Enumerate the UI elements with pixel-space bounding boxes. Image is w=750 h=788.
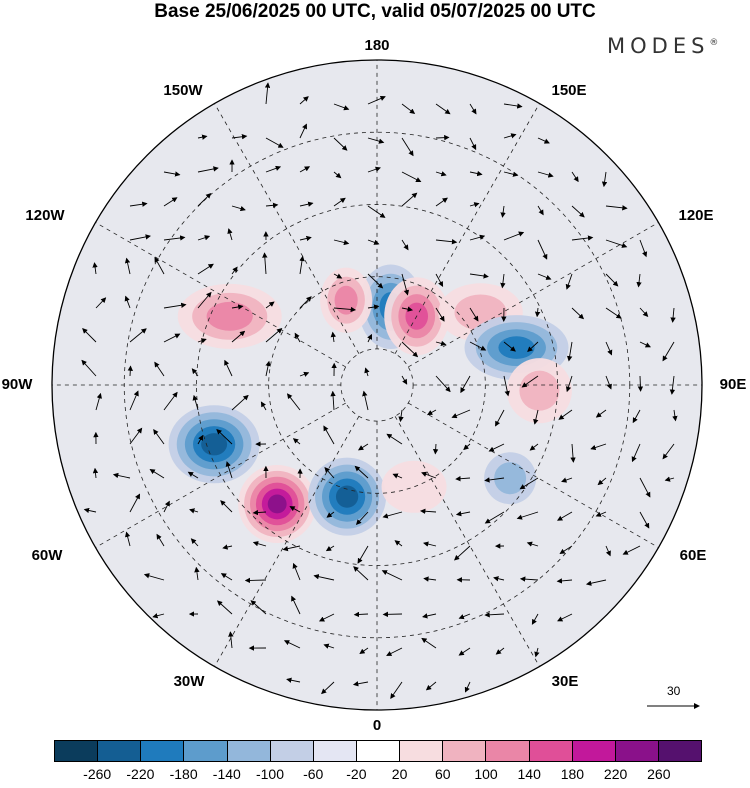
lon-label-150w: 150W xyxy=(163,82,202,100)
colorbar-tick-label: -180 xyxy=(170,766,198,782)
negative-anomaly xyxy=(494,462,526,494)
negative-anomaly xyxy=(498,336,534,359)
colorbar-tick-label: 100 xyxy=(474,766,497,782)
lon-label-180: 180 xyxy=(364,37,389,55)
lon-label-150e: 150E xyxy=(551,82,586,100)
colorbar-swatch xyxy=(184,741,227,761)
lon-label-30w: 30W xyxy=(174,673,205,691)
positive-anomaly xyxy=(207,302,253,331)
colorbar-swatch xyxy=(314,741,357,761)
negative-anomaly xyxy=(201,433,227,455)
lon-label-120e: 120E xyxy=(678,207,713,225)
wind-arrow xyxy=(436,137,449,138)
colorbar-swatch xyxy=(659,741,701,761)
colorbar-tick-label: 260 xyxy=(647,766,670,782)
colorbar-tick-label: 60 xyxy=(435,766,451,782)
wind-arrow xyxy=(640,376,641,391)
colorbar-swatch xyxy=(616,741,659,761)
lon-label-60w: 60W xyxy=(32,547,63,565)
lon-label-120w: 120W xyxy=(25,207,64,225)
colorbar xyxy=(54,740,702,762)
lon-label-30e: 30E xyxy=(552,673,579,691)
wind-arrow xyxy=(246,580,266,581)
colorbar-tick-label: 180 xyxy=(561,766,584,782)
colorbar-swatch xyxy=(98,741,141,761)
colorbar-tick-label: -220 xyxy=(126,766,154,782)
positive-anomaly xyxy=(335,286,358,315)
colorbar-tick-label: -140 xyxy=(213,766,241,782)
reference-vector-arrow xyxy=(645,684,705,714)
ocean-background xyxy=(52,60,702,710)
lon-label-0: 0 xyxy=(373,717,381,735)
colorbar-tick-label: -100 xyxy=(256,766,284,782)
lon-label-90w: 90W xyxy=(2,376,33,394)
colorbar-tick-label: -60 xyxy=(303,766,323,782)
positive-anomaly xyxy=(382,461,447,513)
colorbar-tick-label: 220 xyxy=(604,766,627,782)
colorbar-tick-label: -260 xyxy=(83,766,111,782)
colorbar-swatch xyxy=(530,741,573,761)
lon-label-60e: 60E xyxy=(680,547,707,565)
colorbar-swatch xyxy=(357,741,400,761)
colorbar-swatch xyxy=(271,741,314,761)
colorbar-swatch xyxy=(443,741,486,761)
wind-arrow xyxy=(130,366,131,376)
colorbar-swatch xyxy=(228,741,271,761)
colorbar-swatch xyxy=(55,741,98,761)
colorbar-ticks: -260 -220 -180 -140 -100 -60 -20 20 60 100 140 180 2… xyxy=(54,766,702,783)
colorbar-swatch xyxy=(141,741,184,761)
colorbar-tick-label: 20 xyxy=(392,766,408,782)
colorbar-tick-label: -20 xyxy=(346,766,366,782)
colorbar-swatch xyxy=(400,741,443,761)
colorbar-swatch xyxy=(573,741,616,761)
colorbar-swatch xyxy=(486,741,529,761)
colorbar-tick-label: 140 xyxy=(518,766,541,782)
positive-anomaly xyxy=(268,494,287,513)
lon-label-90e: 90E xyxy=(720,376,747,394)
positive-anomaly xyxy=(519,371,559,411)
